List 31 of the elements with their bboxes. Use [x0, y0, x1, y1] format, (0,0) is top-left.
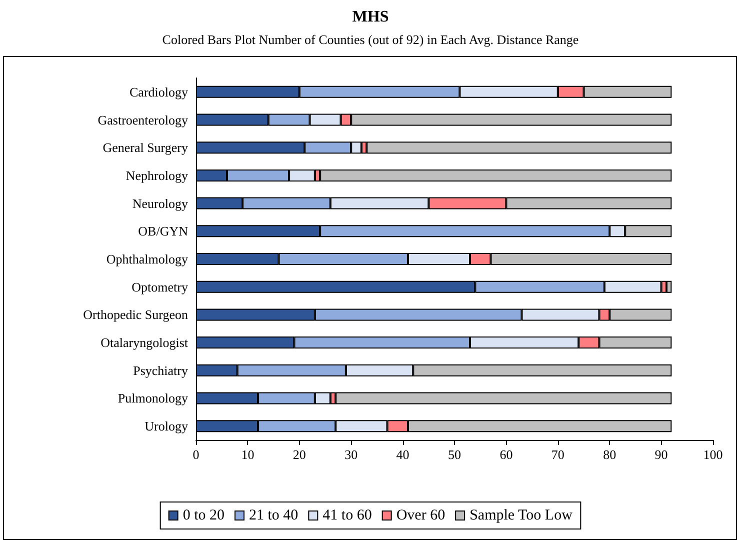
y-tick-label: Nephrology	[126, 168, 188, 183]
y-tick-label: Otalaryngologist	[100, 335, 188, 350]
x-tick-label: 80	[603, 447, 616, 462]
y-tick-label: Psychiatry	[133, 362, 188, 378]
y-tick-label: Orthopedic Surgeon	[83, 307, 188, 322]
y-tick-label: Ophthalmology	[106, 252, 188, 266]
legend-label: Sample Too Low	[470, 508, 573, 524]
x-tick-label: 100	[703, 447, 723, 462]
x-tick-label: 60	[500, 447, 513, 462]
y-tick-label: Pulmonology	[118, 390, 188, 406]
x-tick-label: 0	[192, 447, 200, 462]
y-tick-label: Neurology	[132, 196, 188, 211]
legend-label: 41 to 60	[322, 508, 372, 524]
y-tick-label: Cardiology	[130, 84, 188, 100]
legend-label: 21 to 40	[248, 508, 298, 524]
legend-label: Over 60	[396, 508, 446, 524]
x-tick-label: 30	[344, 447, 358, 462]
y-tick-label: Gastroenterology	[98, 112, 188, 128]
x-tick-label: 40	[396, 447, 410, 462]
x-tick-label: 70	[551, 447, 564, 462]
x-tick-label: 50	[448, 447, 461, 462]
y-tick-label: Optometry	[132, 279, 188, 294]
legend-label: 0 to 20	[182, 508, 224, 524]
x-tick-label: 20	[292, 447, 306, 462]
x-tick-label: 90	[654, 447, 668, 462]
y-tick-label: Urology	[144, 418, 188, 434]
chart-title: MHS	[352, 8, 389, 26]
chart-subtitle: Colored Bars Plot Number of Counties (out of 92) in Each Avg. Distance Range	[162, 32, 579, 47]
y-tick-label: OB/GYN	[138, 224, 189, 239]
y-tick-label: General Surgery	[102, 140, 188, 156]
x-tick-label: 10	[241, 447, 254, 462]
